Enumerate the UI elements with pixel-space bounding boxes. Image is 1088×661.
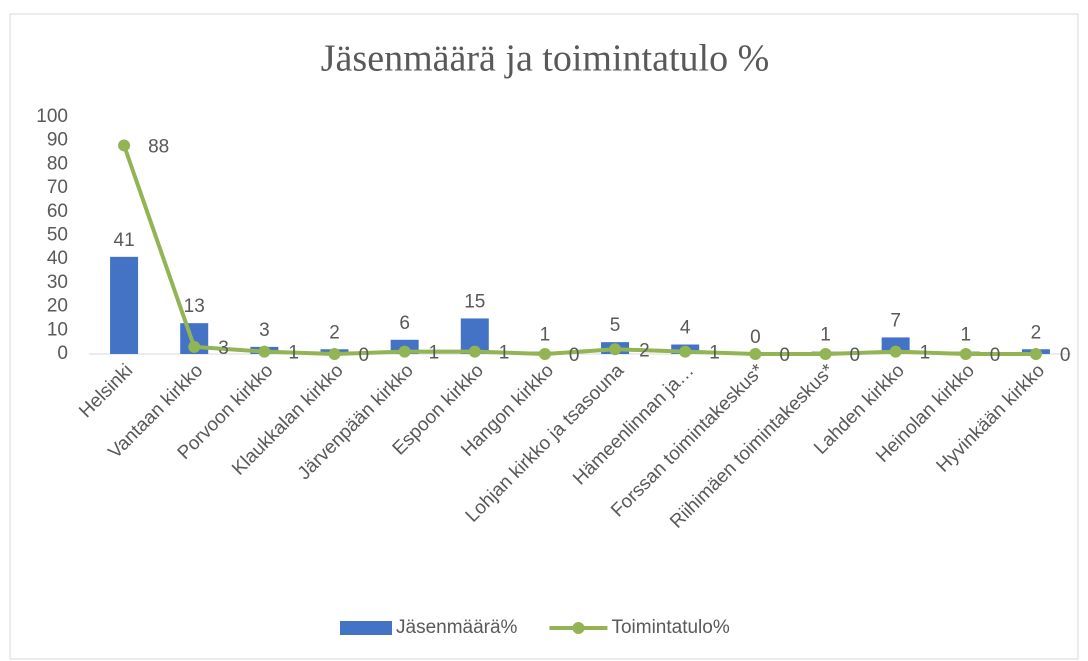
bar-value-label: 4 (680, 318, 691, 339)
bar-value-label: 2 (329, 322, 340, 343)
line (122, 144, 1036, 356)
line-marker (188, 340, 201, 353)
bar-value-label: 41 (114, 230, 135, 251)
line-value-label: 1 (499, 343, 510, 364)
y-tick-label: 90 (47, 130, 68, 151)
line-marker (468, 345, 481, 358)
y-tick-label: 80 (47, 153, 68, 174)
line-marker (398, 345, 411, 358)
line-value-label: 0 (990, 345, 1001, 366)
y-tick-label: 30 (47, 272, 68, 293)
y-tick-label: 50 (47, 225, 68, 246)
line-marker (679, 345, 692, 358)
line-marker (538, 348, 551, 360)
line-marker (889, 345, 902, 358)
bar-value-label: 0 (750, 327, 761, 348)
line-value-label: 1 (288, 343, 299, 364)
line-value-label: 1 (429, 343, 440, 364)
bar-value-label: 3 (259, 320, 270, 341)
y-tick-label: 60 (47, 201, 68, 222)
line-marker (1029, 348, 1042, 360)
line-marker (118, 139, 131, 152)
line-marker (328, 348, 341, 360)
line-marker (819, 348, 832, 360)
bar-value-label: 1 (540, 325, 551, 346)
line-value-label: 3 (218, 338, 229, 359)
bar-value-label: 2 (1031, 322, 1042, 343)
line-value-label: 88 (148, 136, 169, 157)
line-value-label: 2 (639, 340, 650, 361)
line-value-label: 0 (779, 345, 790, 366)
bar-value-label: 15 (464, 291, 485, 312)
bar (110, 256, 139, 354)
line-value-label: 0 (359, 345, 370, 366)
line-value-label: 1 (920, 343, 931, 364)
legend-label: Jäsenmäärä% (396, 617, 518, 638)
line-value-label: 0 (1060, 345, 1071, 366)
y-tick-label: 70 (47, 177, 68, 198)
line-marker (258, 345, 271, 358)
bar-value-label: 1 (820, 325, 831, 346)
line-value-label: 1 (709, 343, 720, 364)
line-marker (959, 348, 972, 360)
bar-value-label: 13 (184, 296, 205, 317)
y-tick-label: 20 (47, 296, 68, 317)
legend-label: Toimintatulo% (611, 617, 729, 638)
bar-value-label: 6 (399, 313, 410, 334)
chart-title: Jäsenmäärä ja toimintatulo % (321, 38, 769, 80)
line-value-label: 0 (850, 345, 861, 366)
y-tick-label: 100 (36, 106, 68, 127)
line-value-label: 0 (569, 345, 580, 366)
legend-swatch (340, 621, 392, 635)
line-marker (609, 343, 622, 356)
bar-value-label: 5 (610, 315, 621, 336)
line-marker (749, 348, 762, 360)
bar-value-label: 1 (960, 325, 971, 346)
y-tick-label: 0 (57, 343, 68, 364)
legend-marker (572, 622, 585, 634)
y-tick-label: 40 (47, 248, 68, 269)
bar-value-label: 7 (890, 310, 901, 331)
y-tick-label: 10 (47, 319, 68, 340)
